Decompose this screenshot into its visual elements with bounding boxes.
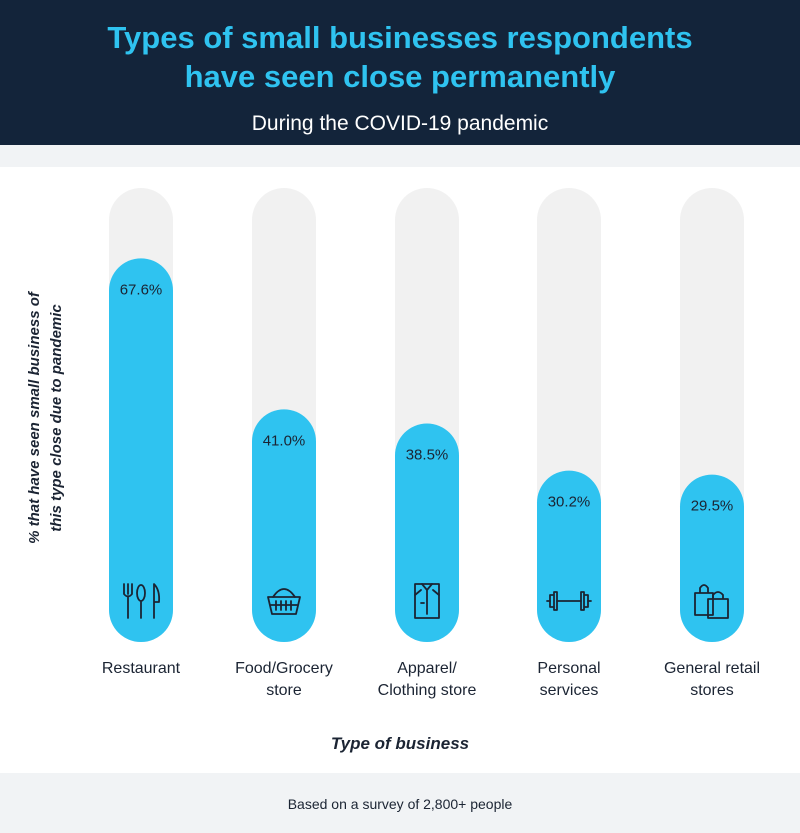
bar xyxy=(109,258,173,642)
chart-title: Types of small businesses respondents ha… xyxy=(0,18,800,96)
x-tick-label: General retail xyxy=(664,660,760,677)
chart-subtitle: During the COVID-19 pandemic xyxy=(251,112,549,135)
header: Types of small businesses respondents ha… xyxy=(0,0,800,145)
data-label: 38.5% xyxy=(406,447,449,464)
dumbbell-icon xyxy=(546,591,592,611)
footnote: Based on a survey of 2,800+ people xyxy=(287,796,513,812)
chart-title-line1: Types of small businesses respondents xyxy=(107,20,693,55)
bar xyxy=(252,409,316,642)
shirt-icon xyxy=(414,583,440,619)
x-tick-label: Food/Grocery xyxy=(235,660,333,677)
bar xyxy=(537,470,601,642)
x-tick-label: Apparel/ xyxy=(397,660,457,677)
x-tick-label: services xyxy=(540,682,599,699)
bar xyxy=(395,423,459,642)
data-label: 30.2% xyxy=(548,494,591,511)
data-label: 67.6% xyxy=(120,281,163,298)
x-tick-label: Personal xyxy=(537,660,600,677)
x-axis-label: Type of business xyxy=(330,734,470,753)
data-label: 41.0% xyxy=(263,432,306,449)
utensils-icon xyxy=(123,583,161,619)
x-tick-label: Restaurant xyxy=(102,660,181,677)
basket-icon xyxy=(267,588,301,615)
x-tick-label: store xyxy=(266,682,302,699)
chart-title-line2: have seen close permanently xyxy=(184,59,616,94)
x-tick-label: stores xyxy=(690,682,734,699)
data-label: 29.5% xyxy=(691,498,734,515)
shopping-bags-icon xyxy=(694,584,729,619)
x-tick-label: Clothing store xyxy=(378,682,477,699)
